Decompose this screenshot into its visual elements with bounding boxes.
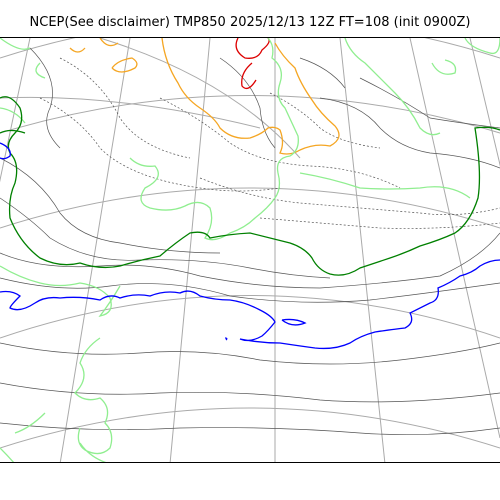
graticule: [0, 38, 500, 462]
isotherm-minus30: [235, 38, 270, 90]
temperature-map: [0, 38, 500, 462]
isotherm-minus6: [0, 96, 500, 276]
isotherm-minus18: [0, 38, 500, 462]
map-title: NCEP(See disclaimer) TMP850 2025/12/13 1…: [29, 15, 471, 30]
dotted-contours: [39, 57, 500, 229]
map-frame: [0, 37, 500, 463]
isotherm-0: [0, 142, 500, 350]
isotherm-minus24: [69, 38, 340, 155]
